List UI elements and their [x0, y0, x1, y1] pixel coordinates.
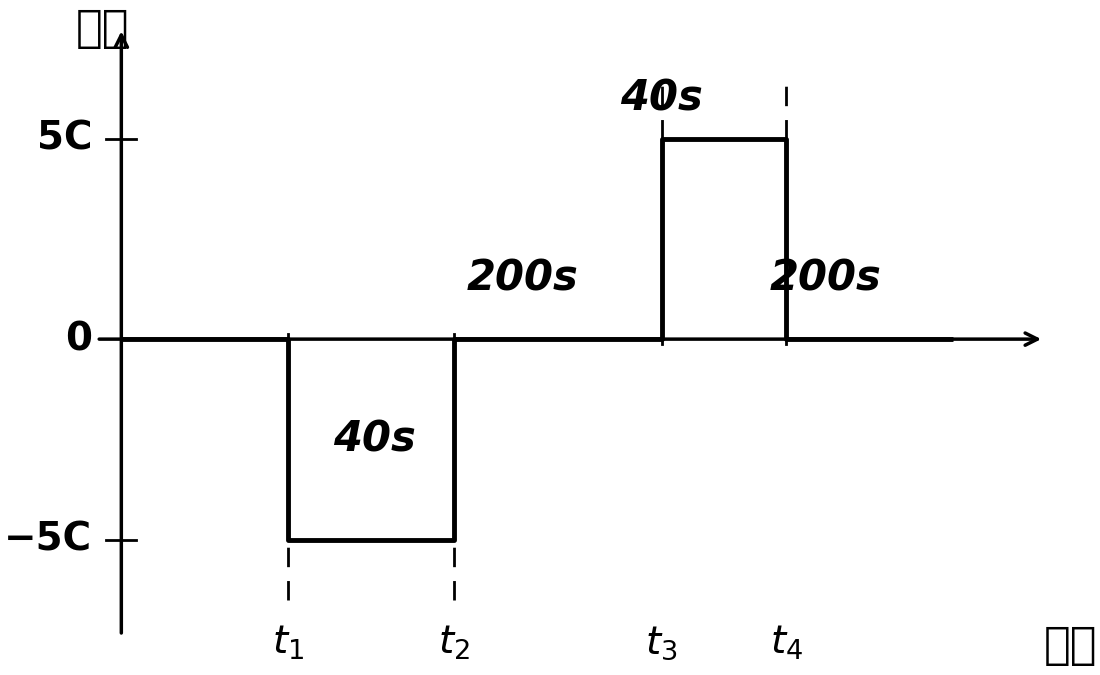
Text: −5C: −5C — [4, 520, 92, 559]
Text: 40s: 40s — [333, 418, 416, 460]
Text: 0: 0 — [65, 320, 92, 358]
Text: 200s: 200s — [466, 258, 578, 300]
Text: $t_2$: $t_2$ — [438, 624, 470, 662]
Text: 时间: 时间 — [1044, 624, 1098, 667]
Text: 5C: 5C — [36, 119, 92, 158]
Text: 200s: 200s — [770, 258, 881, 300]
Text: 电流: 电流 — [76, 7, 129, 51]
Text: 40s: 40s — [620, 78, 703, 119]
Text: $t_3$: $t_3$ — [646, 624, 678, 662]
Text: $t_4$: $t_4$ — [770, 624, 803, 662]
Text: $t_1$: $t_1$ — [272, 624, 304, 662]
